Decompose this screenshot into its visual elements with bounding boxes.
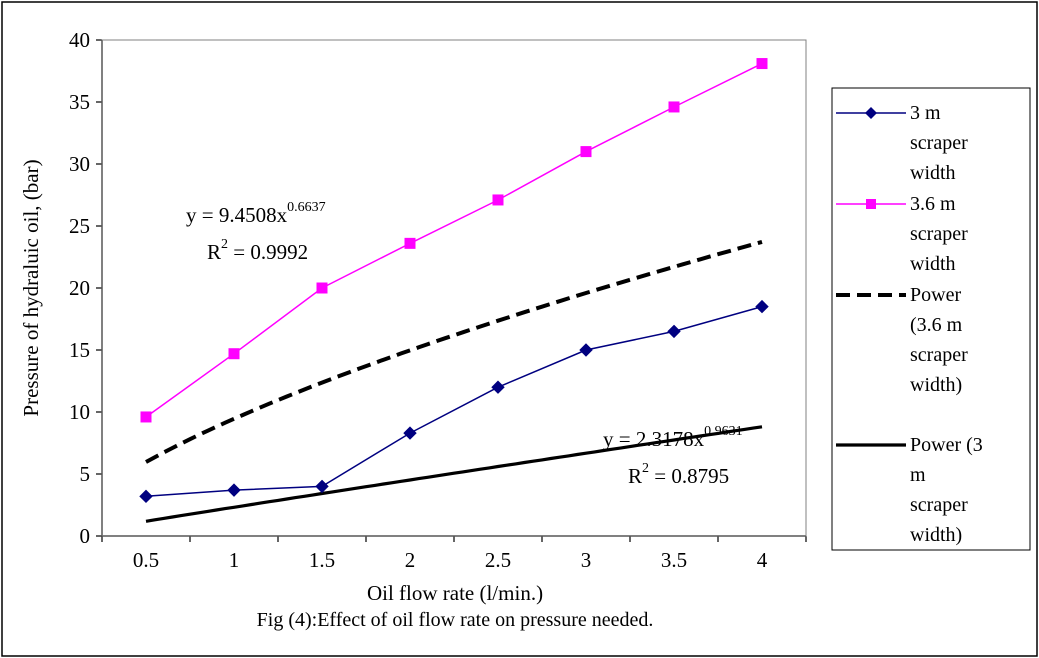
equation-3m-exponent: 0.9631 [704,424,743,439]
svg-text:R2 = 0.9992: R2 = 0.9992 [207,237,308,264]
y-axis-label: Pressure of hydraluic oil, (bar) [19,159,43,416]
series-line-3-6m [145,62,763,418]
r2-3m-label: R [628,464,642,488]
y-tick-label: 0 [80,524,91,548]
legend-swatch-marker [866,199,876,209]
plot-area: 0 5 10 15 20 25 30 35 40 0.5 1 1.5 2 2.5 3 3.5 4 [69,28,807,572]
legend-item: Power (3.6 m scraper width) [836,284,968,396]
r2-3-6m-value: = 0.9992 [228,240,308,264]
trendline-equation-3m: y = 2.3178x0.9631 R2 = 0.8795 [603,424,743,488]
y-tick-label: 35 [69,90,90,114]
series-line-3m [145,305,763,498]
r2-3-6m-label: R [207,240,221,264]
legend-item: 3 m scraper width [836,102,968,184]
data-point-3-6m [404,237,416,249]
legend-label-line: width [910,253,956,275]
y-tick-label: 10 [69,400,90,424]
legend-label-line: scraper [910,344,968,366]
trendline-equation-3-6m: y = 9.4508x0.6637 R2 = 0.9992 [186,200,326,264]
legend-label-line: 3.6 m [910,193,956,215]
legend: 3 m scraper width 3.6 m scraper width Power (3.… [831,87,1031,551]
legend-label-line: (3.6 m [910,314,963,336]
y-tick-label: 25 [69,214,90,238]
r2-3m-value: = 0.8795 [649,464,729,488]
data-point-3m [315,479,329,494]
x-axis-ticks: 0.5 1 1.5 2 2.5 3 3.5 4 [101,536,807,572]
legend-item: Power (3 m scraper width) [836,434,983,546]
data-point-3-6m [492,194,504,206]
data-point-3-6m [316,282,328,294]
svg-text:y = 2.3178x0.9631: y = 2.3178x0.9631 [603,424,743,451]
data-series [139,58,769,504]
x-tick-label: 3.5 [661,548,687,572]
legend-label-line: width) [910,374,962,396]
x-tick-label: 2 [405,548,416,572]
plot-area-frame [101,39,807,537]
data-point-3m [755,299,769,314]
equation-3-6m-exponent: 0.6637 [287,200,326,215]
y-tick-label: 40 [69,28,90,52]
legend-item: 3.6 m scraper width [836,193,968,275]
equation-3m: y = 2.3178x [603,427,705,451]
svg-text:R2 = 0.8795: R2 = 0.8795 [628,461,729,488]
data-point-3m [491,380,505,394]
legend-label-line: width) [910,524,962,546]
trendlines [145,239,763,523]
svg-text:y = 9.4508x0.6637: y = 9.4508x0.6637 [186,200,326,227]
x-tick-label: 1.5 [309,548,335,572]
data-point-3m [139,489,153,504]
legend-items: 3 m scraper width 3.6 m scraper width Power (3.… [836,102,983,546]
data-point-3-6m [756,58,768,70]
equation-3-6m: y = 9.4508x [186,203,288,227]
y-tick-label: 30 [69,152,90,176]
legend-label-line: Power (3 [910,434,983,456]
x-tick-label: 2.5 [485,548,511,572]
legend-label-line: m [910,464,926,486]
trendline-power-3-6m [145,239,763,464]
x-tick-label: 1 [229,548,240,572]
y-tick-label: 5 [80,462,91,486]
legend-swatch-marker [865,107,877,119]
data-point-3-6m [580,146,592,158]
legend-label-line: scraper [910,223,968,245]
x-tick-label: 3 [581,548,592,572]
legend-label-line: width [910,162,956,184]
data-point-3-6m [228,348,240,360]
trendline-power-3m [145,425,763,523]
x-axis-label: Oil flow rate (l/min.) [367,581,543,605]
x-tick-label: 0.5 [133,548,159,572]
y-axis-ticks: 0 5 10 15 20 25 30 35 40 [69,28,102,548]
y-tick-label: 15 [69,338,90,362]
r2-3m-sup: 2 [642,461,649,476]
data-point-3m [667,324,681,339]
data-point-3-6m [668,101,680,113]
data-point-3m [227,483,241,497]
r2-3-6m-sup: 2 [221,237,228,252]
legend-box [831,87,1031,551]
data-point-3m [403,426,417,440]
y-tick-label: 20 [69,276,90,300]
data-point-3-6m [140,411,152,423]
figure-caption: Fig (4):Effect of oil flow rate on press… [257,609,654,631]
legend-label-line: 3 m [910,102,941,124]
legend-label-line: scraper [910,494,968,516]
legend-label-line: scraper [910,132,968,154]
x-tick-label: 4 [757,548,768,572]
legend-label-line: Power [910,284,961,306]
data-point-3m [579,343,593,357]
